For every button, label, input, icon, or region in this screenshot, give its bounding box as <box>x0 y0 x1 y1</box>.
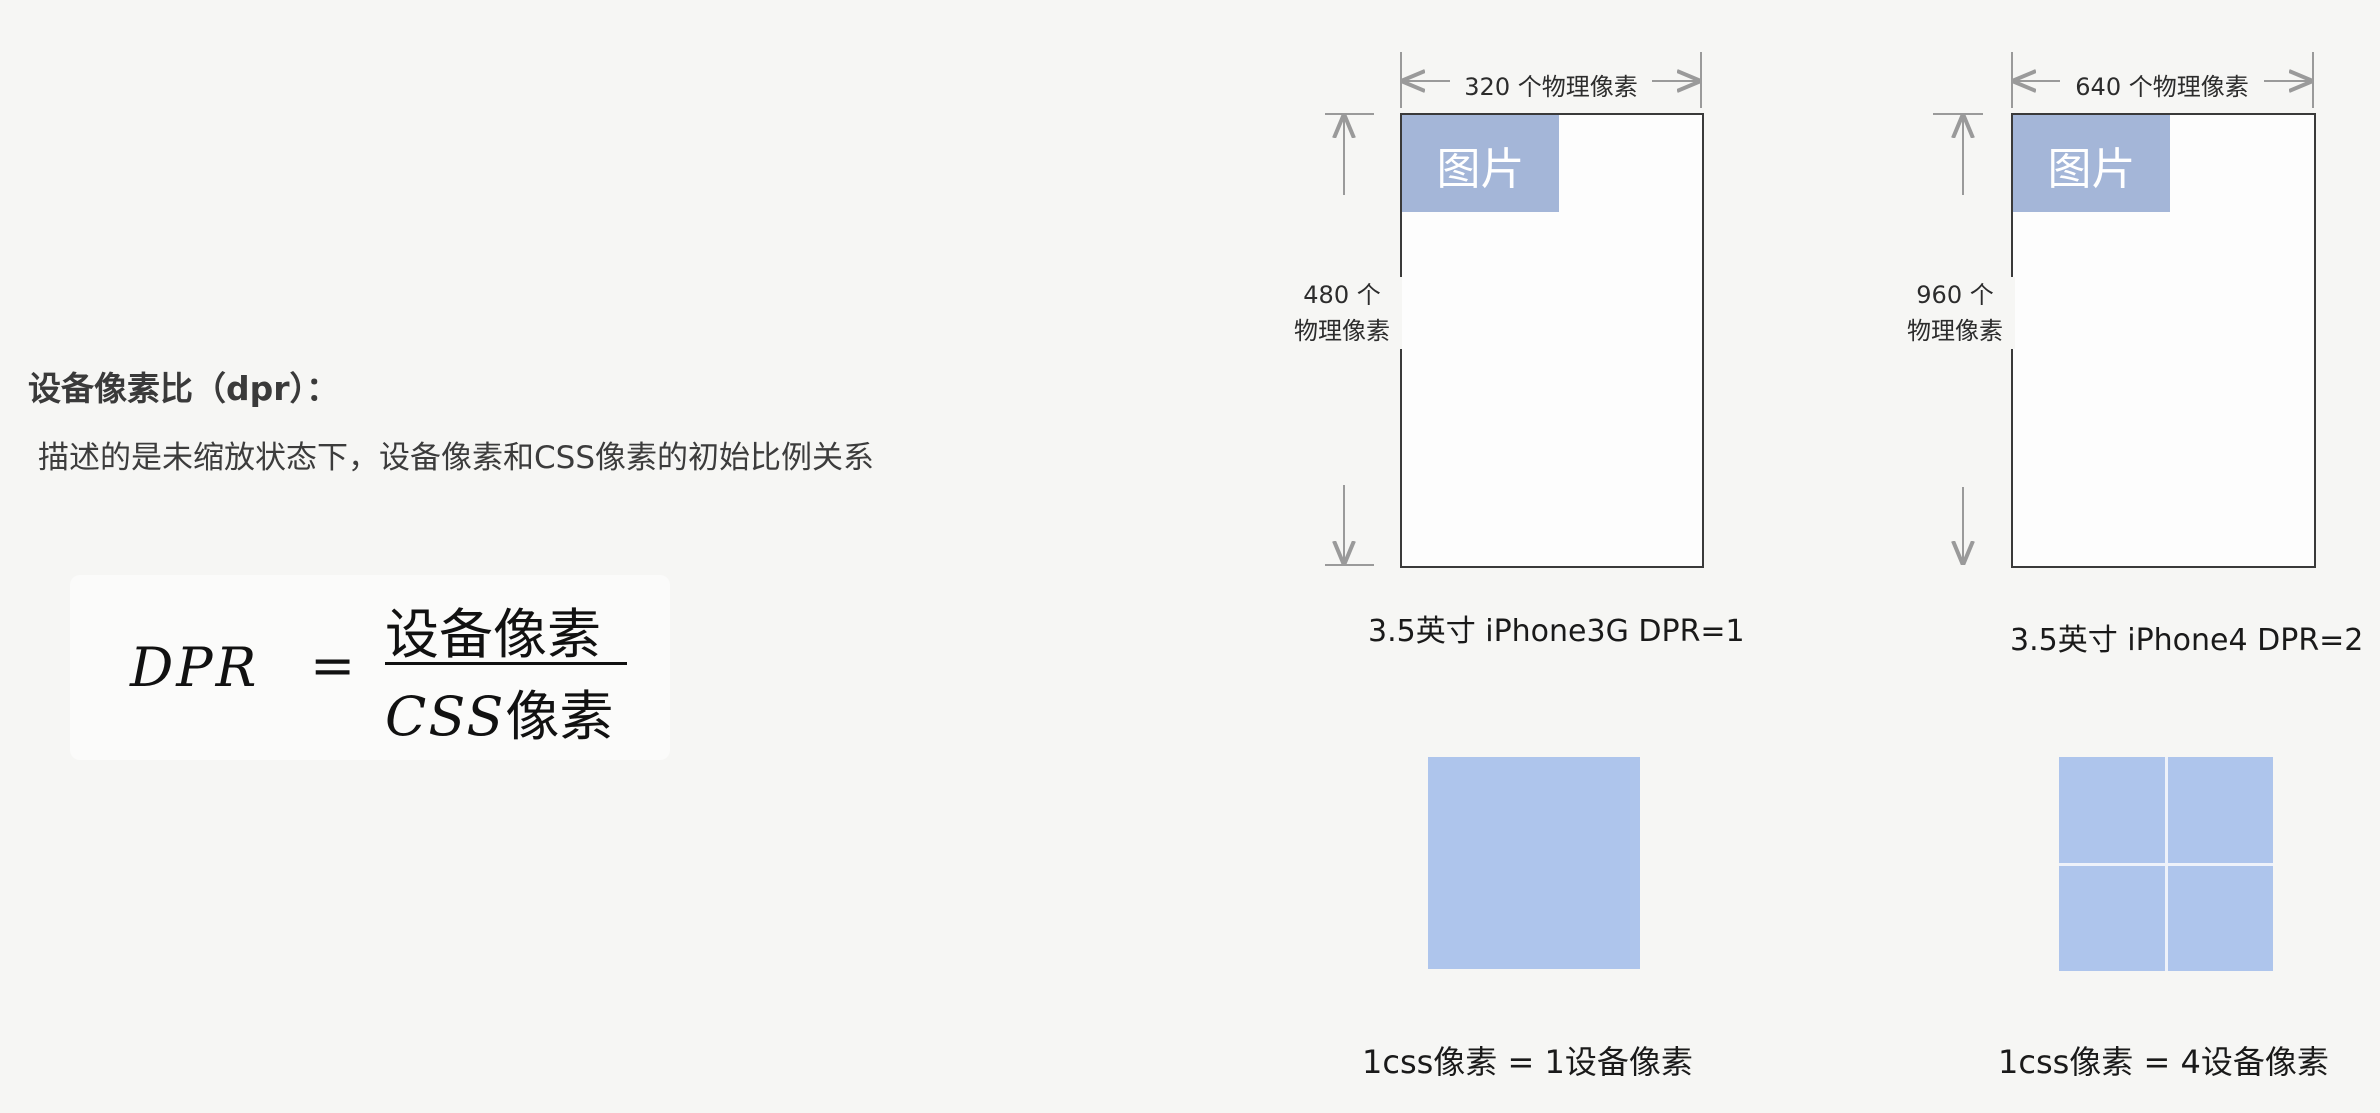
formula-lhs: DPR <box>130 636 260 699</box>
fraction-bar <box>385 662 627 665</box>
height-label: 960 个 物理像素 <box>1895 277 2015 349</box>
device-pixel <box>2059 757 2165 863</box>
width-label: 320 个物理像素 <box>1458 67 1644 102</box>
heading: 设备像素比（dpr）： <box>28 369 340 408</box>
image-block: 图片 <box>1402 115 1559 212</box>
formula-equals: = <box>310 634 356 697</box>
device-pixel <box>2167 757 2273 863</box>
height-label: 480 个 物理像素 <box>1282 277 1402 349</box>
device-pixel <box>2167 865 2273 971</box>
height-label-line2: 物理像素 <box>1294 317 1390 345</box>
four-device-pixels <box>2059 757 2273 971</box>
device-pixel <box>2059 865 2165 971</box>
height-label-line1: 960 个 <box>1916 281 1994 309</box>
pixel-caption: 1css像素 = 4设备像素 <box>1998 1043 2329 1081</box>
height-label-line1: 480 个 <box>1303 281 1381 309</box>
formula-card <box>70 575 670 760</box>
device-caption: 3.5英寸 iPhone4 DPR=2 <box>2010 623 2364 658</box>
device-caption: 3.5英寸 iPhone3G DPR=1 <box>1368 614 1745 649</box>
width-label: 640 个物理像素 <box>2069 67 2255 102</box>
single-device-pixel <box>1428 757 1640 969</box>
image-block: 图片 <box>2013 115 2170 212</box>
dpr-formula: DPR = 设备像素 CSS像素 <box>130 588 690 748</box>
height-label-line2: 物理像素 <box>1907 317 2003 345</box>
pixel-caption: 1css像素 = 1设备像素 <box>1362 1043 1693 1081</box>
formula-denominator: CSS像素 <box>385 672 613 751</box>
formula-denominator-css: CSS <box>385 685 506 748</box>
formula-denominator-rest: 像素 <box>505 685 614 748</box>
description: 描述的是未缩放状态下，设备像素和CSS像素的初始比例关系 <box>38 440 874 476</box>
formula-numerator: 设备像素 <box>385 603 601 666</box>
